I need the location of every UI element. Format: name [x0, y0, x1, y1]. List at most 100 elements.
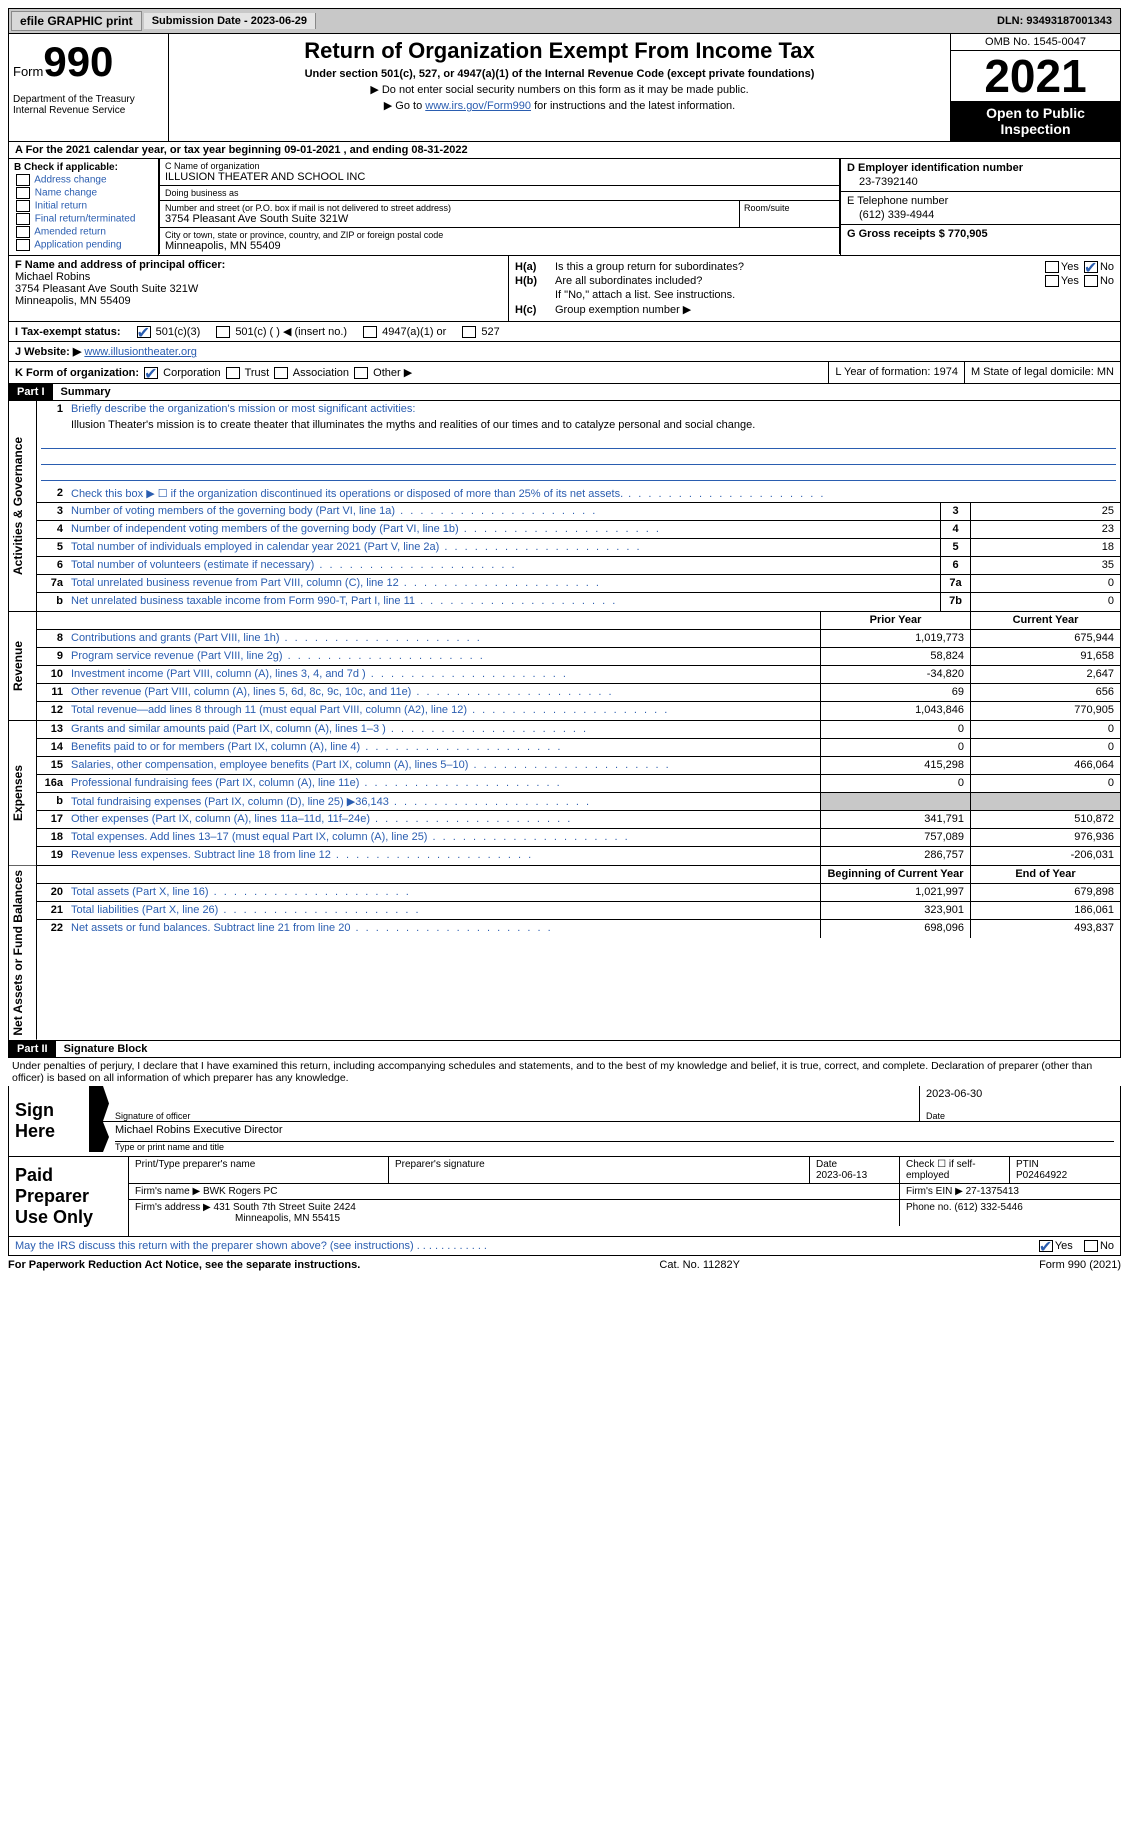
row-current: 0	[970, 739, 1120, 756]
row-num: b	[37, 793, 67, 810]
row-text: Total revenue—add lines 8 through 11 (mu…	[67, 702, 820, 720]
firm-ein-label: Firm's EIN ▶	[906, 1186, 963, 1197]
ein-value: 23-7392140	[847, 176, 1114, 188]
row-prior: 0	[820, 739, 970, 756]
summary-row: 6Total number of volunteers (estimate if…	[37, 557, 1120, 575]
ha-no[interactable]	[1084, 261, 1098, 273]
row-num: 15	[37, 757, 67, 774]
part1-header: Part ISummary	[8, 384, 1121, 401]
row-box: 7b	[940, 593, 970, 611]
row-prior: 286,757	[820, 847, 970, 865]
row-num: 19	[37, 847, 67, 865]
mission-text: Illusion Theater's mission is to create …	[37, 417, 1120, 433]
officer-name-label: Type or print name and title	[115, 1141, 1114, 1152]
firm-name: BWK Rogers PC	[203, 1186, 277, 1197]
cb-other[interactable]	[354, 367, 368, 379]
hb-text: Are all subordinates included?	[555, 275, 994, 287]
row-num: b	[37, 593, 67, 611]
summary-row: 13Grants and similar amounts paid (Part …	[37, 721, 1120, 739]
cb-501c3[interactable]	[137, 326, 151, 338]
prep-name-hdr: Print/Type preparer's name	[129, 1157, 389, 1183]
hc-label: H(c)	[515, 304, 555, 316]
website-link[interactable]: www.illusiontheater.org	[84, 346, 197, 358]
section-b: B Check if applicable: Address change Na…	[9, 159, 159, 255]
section-vertical-label: Revenue	[9, 612, 37, 720]
row-num: 22	[37, 920, 67, 938]
paid-preparer-label: Paid Preparer Use Only	[9, 1157, 129, 1236]
discuss-yes[interactable]	[1039, 1240, 1053, 1252]
row-num: 9	[37, 648, 67, 665]
hb-label: H(b)	[515, 275, 555, 287]
prep-date-val: 2023-06-13	[816, 1170, 867, 1181]
row-text: Benefits paid to or for members (Part IX…	[67, 739, 820, 756]
discuss-no[interactable]	[1084, 1240, 1098, 1252]
cb-initial-return[interactable]: Initial return	[14, 200, 153, 212]
row-num: 8	[37, 630, 67, 647]
form-title: Return of Organization Exempt From Incom…	[175, 38, 944, 64]
firm-addr2: Minneapolis, MN 55415	[135, 1213, 340, 1224]
row-val: 25	[970, 503, 1120, 520]
summary-row: 11Other revenue (Part VIII, column (A), …	[37, 684, 1120, 702]
l-year-formation: L Year of formation: 1974	[829, 362, 965, 383]
row-box: 6	[940, 557, 970, 574]
prep-check-self[interactable]: Check ☐ if self-employed	[900, 1157, 1010, 1183]
row-num: 11	[37, 684, 67, 701]
cb-application-pending[interactable]: Application pending	[14, 239, 153, 251]
summary-row: 20Total assets (Part X, line 16)1,021,99…	[37, 884, 1120, 902]
hb-yes[interactable]	[1045, 275, 1059, 287]
summary-row: 7aTotal unrelated business revenue from …	[37, 575, 1120, 593]
room-label: Room/suite	[744, 203, 839, 213]
row-prior: 1,019,773	[820, 630, 970, 647]
row-box: 5	[940, 539, 970, 556]
summary-row: 21Total liabilities (Part X, line 26)323…	[37, 902, 1120, 920]
row-num: 2	[37, 485, 67, 502]
m-state-domicile: M State of legal domicile: MN	[965, 362, 1120, 383]
row-prior: 58,824	[820, 648, 970, 665]
cb-final-return[interactable]: Final return/terminated	[14, 213, 153, 225]
cb-527[interactable]	[462, 326, 476, 338]
section-j: J Website: ▶ www.illusiontheater.org	[8, 342, 1121, 362]
section-deg: D Employer identification number 23-7392…	[840, 159, 1120, 255]
cb-trust[interactable]	[226, 367, 240, 379]
part2-header: Part IISignature Block	[8, 1041, 1121, 1058]
officer-name: Michael Robins	[15, 271, 502, 283]
summary-row: 14Benefits paid to or for members (Part …	[37, 739, 1120, 757]
row-text: Total number of volunteers (estimate if …	[67, 557, 940, 574]
row-box: 4	[940, 521, 970, 538]
ptin-label: PTIN	[1016, 1159, 1039, 1170]
row-num: 10	[37, 666, 67, 683]
cb-name-change[interactable]: Name change	[14, 187, 153, 199]
row-prior: 323,901	[820, 902, 970, 919]
efile-print-button[interactable]: efile GRAPHIC print	[11, 11, 142, 31]
org-name: ILLUSION THEATER AND SCHOOL INC	[165, 171, 834, 183]
section-vertical-label: Expenses	[9, 721, 37, 865]
row-text: Total fundraising expenses (Part IX, col…	[67, 793, 820, 810]
col-hdr-prior: Prior Year	[820, 612, 970, 629]
cb-association[interactable]	[274, 367, 288, 379]
instruction-1: ▶ Do not enter social security numbers o…	[175, 83, 944, 96]
summary-section: RevenuePrior YearCurrent Year8Contributi…	[8, 612, 1121, 721]
row-val: 18	[970, 539, 1120, 556]
cb-address-change[interactable]: Address change	[14, 174, 153, 186]
summary-row: 9Program service revenue (Part VIII, lin…	[37, 648, 1120, 666]
cb-corporation[interactable]	[144, 367, 158, 379]
page-footer: For Paperwork Reduction Act Notice, see …	[8, 1256, 1121, 1274]
firm-addr-label: Firm's address ▶	[135, 1202, 211, 1213]
section-fh: F Name and address of principal officer:…	[8, 256, 1121, 322]
phone-value: (612) 339-4944	[847, 209, 1114, 221]
section-f: F Name and address of principal officer:…	[9, 256, 509, 321]
hb-no[interactable]	[1084, 275, 1098, 287]
row-text: Other expenses (Part IX, column (A), lin…	[67, 811, 820, 828]
open-inspection: Open to Public Inspection	[951, 101, 1120, 141]
ptin-value: P02464922	[1016, 1170, 1067, 1181]
department-label: Department of the Treasury Internal Reve…	[13, 94, 164, 116]
summary-section: Activities & Governance1Briefly describe…	[8, 401, 1121, 612]
cb-4947[interactable]	[363, 326, 377, 338]
cb-501c[interactable]	[216, 326, 230, 338]
irs-link[interactable]: www.irs.gov/Form990	[425, 100, 531, 112]
ha-yes[interactable]	[1045, 261, 1059, 273]
dba-label: Doing business as	[165, 188, 834, 198]
row-prior: 1,021,997	[820, 884, 970, 901]
summary-row: bNet unrelated business taxable income f…	[37, 593, 1120, 611]
cb-amended-return[interactable]: Amended return	[14, 226, 153, 238]
